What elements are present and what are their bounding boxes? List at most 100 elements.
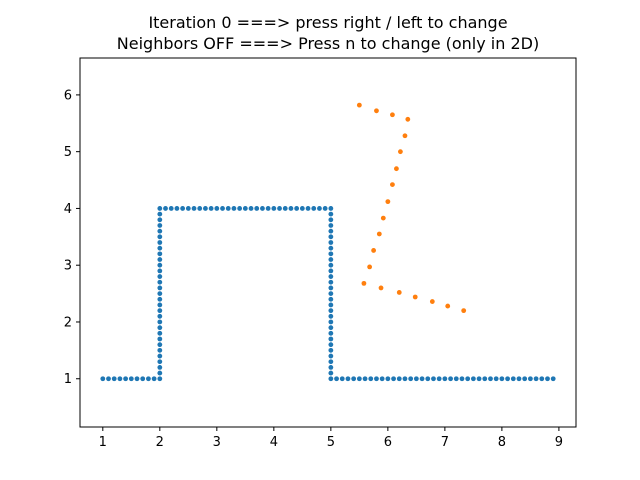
- data-point: [328, 330, 334, 336]
- data-point: [134, 376, 140, 382]
- data-point: [157, 206, 163, 211]
- data-point: [385, 376, 391, 382]
- data-point: [282, 206, 288, 211]
- data-point: [151, 376, 157, 382]
- data-point: [328, 206, 334, 211]
- data-point: [482, 376, 488, 382]
- data-point: [163, 206, 168, 211]
- plot-frame: [79, 57, 577, 428]
- y-tick-label: 2: [64, 315, 72, 330]
- data-point: [436, 376, 442, 382]
- data-point: [442, 376, 448, 382]
- data-point: [545, 376, 550, 382]
- data-point: [128, 376, 134, 382]
- data-point: [493, 376, 499, 382]
- data-point: [328, 291, 334, 296]
- data-point: [376, 231, 382, 237]
- data-point: [328, 251, 334, 257]
- x-tick-label: 1: [99, 435, 107, 450]
- y-tick-label: 6: [64, 88, 72, 103]
- data-point: [305, 206, 311, 211]
- data-point: [328, 336, 334, 342]
- data-point: [271, 206, 277, 211]
- x-tick-label: 6: [384, 435, 392, 450]
- data-point: [402, 376, 408, 382]
- data-point: [185, 206, 191, 211]
- data-point: [362, 376, 368, 382]
- x-tick-label: 2: [156, 435, 164, 450]
- data-point: [402, 133, 408, 139]
- data-point: [550, 376, 556, 382]
- data-point: [168, 206, 174, 211]
- data-point: [461, 308, 467, 314]
- series-2: [356, 102, 467, 314]
- data-point: [265, 206, 271, 211]
- data-point: [361, 280, 367, 286]
- series-1: [100, 206, 556, 382]
- data-point: [413, 376, 419, 382]
- x-tick-label: 8: [498, 435, 506, 450]
- data-point: [516, 376, 522, 382]
- data-point: [453, 376, 459, 382]
- data-point: [505, 376, 510, 382]
- data-point: [368, 376, 374, 382]
- chart-subtitle: Neighbors OFF ===> Press n to change (on…: [117, 34, 539, 53]
- data-point: [459, 376, 465, 382]
- data-point: [527, 376, 533, 382]
- data-point: [328, 313, 334, 319]
- x-tick-label: 7: [441, 435, 449, 450]
- x-tick-label: 3: [213, 435, 221, 450]
- data-point: [328, 211, 334, 217]
- data-point: [157, 217, 163, 223]
- data-point: [328, 325, 334, 331]
- data-point: [288, 206, 294, 211]
- data-point: [203, 206, 208, 211]
- data-point: [328, 228, 334, 234]
- data-point: [339, 376, 345, 382]
- data-point: [390, 182, 395, 187]
- data-point: [380, 215, 386, 221]
- data-point: [157, 370, 163, 376]
- data-point: [311, 206, 317, 211]
- data-point: [197, 206, 203, 211]
- data-point: [328, 234, 334, 240]
- data-point: [419, 376, 425, 382]
- data-point: [488, 376, 493, 382]
- data-point: [157, 234, 163, 240]
- data-point: [106, 376, 111, 382]
- data-point: [445, 303, 451, 309]
- data-point: [146, 376, 151, 382]
- data-point: [157, 319, 163, 325]
- data-point: [328, 359, 334, 365]
- data-point: [157, 336, 163, 342]
- data-point: [157, 211, 163, 217]
- data-point: [157, 308, 163, 314]
- data-point: [328, 347, 334, 353]
- data-point: [328, 319, 334, 325]
- data-points: [100, 102, 556, 382]
- data-point: [157, 330, 163, 336]
- data-point: [317, 206, 322, 211]
- data-point: [157, 353, 163, 359]
- data-point: [299, 206, 305, 211]
- x-tick-label: 5: [327, 435, 335, 450]
- data-point: [351, 376, 357, 382]
- data-point: [157, 364, 163, 370]
- data-point: [345, 376, 351, 382]
- data-point: [328, 217, 334, 223]
- data-point: [408, 376, 414, 382]
- data-point: [465, 376, 471, 382]
- y-tick-label: 4: [64, 202, 72, 217]
- data-point: [157, 342, 163, 348]
- data-point: [470, 376, 476, 382]
- data-point: [157, 251, 163, 257]
- data-point: [328, 285, 334, 291]
- data-point: [476, 376, 482, 382]
- data-point: [157, 376, 163, 382]
- data-point: [374, 108, 379, 114]
- data-point: [328, 274, 334, 279]
- data-point: [157, 223, 163, 228]
- data-point: [214, 206, 220, 211]
